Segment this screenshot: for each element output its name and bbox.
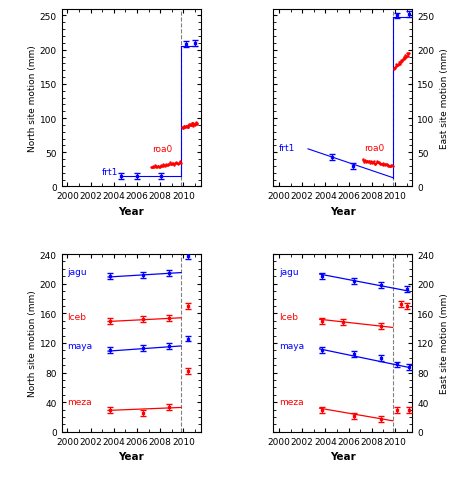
Text: lceb: lceb xyxy=(279,312,298,321)
X-axis label: Year: Year xyxy=(330,451,356,461)
X-axis label: Year: Year xyxy=(118,451,144,461)
Y-axis label: North site motion (mm): North site motion (mm) xyxy=(28,45,36,152)
Text: frt1: frt1 xyxy=(102,168,118,177)
Text: maya: maya xyxy=(279,341,304,350)
Text: meza: meza xyxy=(67,397,92,406)
Y-axis label: East site motion (mm): East site motion (mm) xyxy=(440,48,449,149)
Text: frt1: frt1 xyxy=(279,144,295,153)
X-axis label: Year: Year xyxy=(330,206,356,216)
X-axis label: Year: Year xyxy=(118,206,144,216)
Text: jagu: jagu xyxy=(67,267,87,276)
Text: maya: maya xyxy=(67,341,92,350)
Y-axis label: North site motion (mm): North site motion (mm) xyxy=(28,290,36,396)
Text: lceb: lceb xyxy=(67,312,86,321)
Y-axis label: East site motion (mm): East site motion (mm) xyxy=(440,293,449,394)
Text: meza: meza xyxy=(279,397,304,406)
Text: roa0: roa0 xyxy=(152,144,173,154)
Text: jagu: jagu xyxy=(279,267,299,276)
Text: roa0: roa0 xyxy=(364,144,384,153)
